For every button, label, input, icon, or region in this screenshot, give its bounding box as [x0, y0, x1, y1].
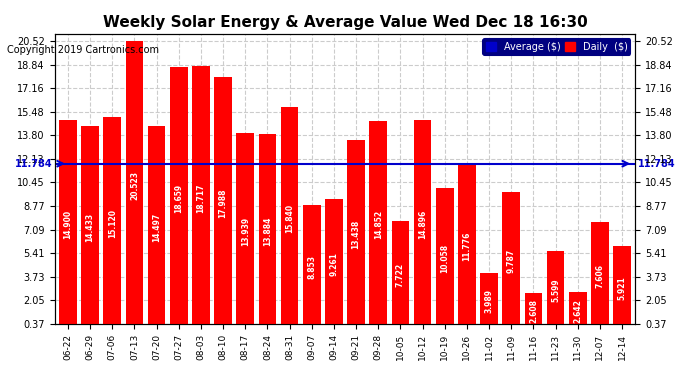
- Bar: [458, 164, 476, 329]
- Text: 3.989: 3.989: [484, 289, 493, 313]
- Bar: [613, 246, 631, 329]
- Text: 2.642: 2.642: [573, 299, 582, 322]
- Text: 13.884: 13.884: [263, 217, 272, 246]
- Bar: [126, 41, 144, 329]
- Text: 14.896: 14.896: [418, 210, 427, 239]
- Text: 11.784: 11.784: [14, 159, 52, 169]
- Bar: [369, 121, 387, 329]
- Text: 8.853: 8.853: [307, 255, 316, 279]
- Bar: [569, 292, 586, 329]
- Text: 18.717: 18.717: [197, 183, 206, 213]
- Bar: [414, 120, 431, 329]
- Text: 7.606: 7.606: [595, 264, 604, 288]
- Text: 15.840: 15.840: [285, 203, 294, 232]
- Text: 14.900: 14.900: [63, 210, 72, 239]
- Text: 17.988: 17.988: [219, 188, 228, 218]
- Bar: [148, 126, 166, 329]
- Bar: [347, 141, 365, 329]
- Text: 11.776: 11.776: [462, 232, 471, 261]
- Text: 9.261: 9.261: [329, 252, 338, 276]
- Text: 13.438: 13.438: [352, 220, 361, 249]
- Text: 5.921: 5.921: [618, 276, 627, 300]
- Text: 18.659: 18.659: [175, 184, 184, 213]
- Bar: [502, 192, 520, 329]
- Text: Copyright 2019 Cartronics.com: Copyright 2019 Cartronics.com: [7, 45, 159, 55]
- Bar: [480, 273, 498, 329]
- Text: 14.433: 14.433: [86, 213, 95, 242]
- Bar: [104, 117, 121, 329]
- Bar: [214, 76, 232, 329]
- Text: 13.939: 13.939: [241, 217, 250, 246]
- Bar: [281, 107, 299, 329]
- Bar: [546, 251, 564, 329]
- Bar: [325, 199, 343, 329]
- Bar: [524, 292, 542, 329]
- Bar: [303, 205, 321, 329]
- Bar: [436, 188, 453, 329]
- Text: 14.852: 14.852: [374, 210, 383, 240]
- Bar: [192, 66, 210, 329]
- Bar: [237, 134, 254, 329]
- Bar: [391, 221, 409, 329]
- Title: Weekly Solar Energy & Average Value Wed Dec 18 16:30: Weekly Solar Energy & Average Value Wed …: [103, 15, 587, 30]
- Text: 7.722: 7.722: [396, 263, 405, 287]
- Text: 14.497: 14.497: [152, 213, 161, 242]
- Bar: [170, 67, 188, 329]
- Bar: [59, 120, 77, 329]
- Text: 9.787: 9.787: [506, 248, 515, 273]
- Text: 2.608: 2.608: [529, 299, 538, 323]
- Text: 20.523: 20.523: [130, 171, 139, 200]
- Legend: Average ($), Daily  ($): Average ($), Daily ($): [483, 39, 631, 55]
- Bar: [591, 222, 609, 329]
- Bar: [259, 134, 276, 329]
- Bar: [81, 126, 99, 329]
- Text: 5.599: 5.599: [551, 278, 560, 302]
- Text: 11.784: 11.784: [638, 159, 676, 169]
- Text: 15.120: 15.120: [108, 209, 117, 237]
- Text: 10.058: 10.058: [440, 244, 449, 273]
